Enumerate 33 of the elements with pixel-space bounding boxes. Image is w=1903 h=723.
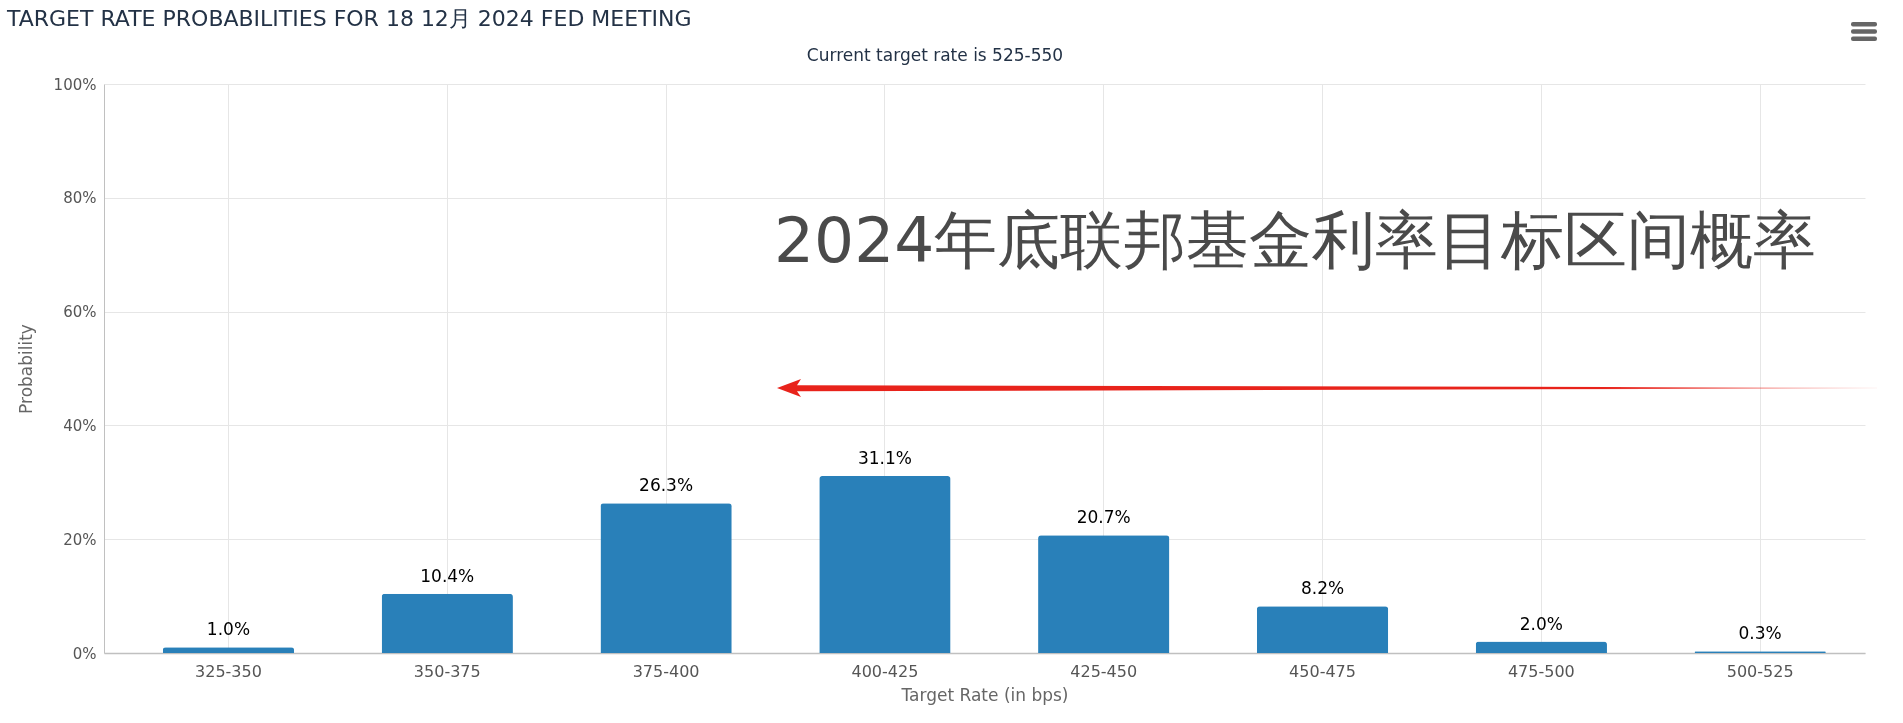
y-tick-label: 80% — [63, 189, 97, 208]
chart-title: TARGET RATE PROBABILITIES FOR 18 12月 2024 FED MEETING — [6, 6, 692, 31]
data-label: 1.0% — [206, 619, 251, 640]
chart-subtitle: Current target rate is 525-550 — [806, 45, 1064, 65]
bar — [381, 593, 513, 653]
y-tick-label: 0% — [72, 644, 97, 663]
x-tick-label: 400-425 — [851, 661, 919, 681]
x-tick-label: 450-475 — [1289, 661, 1356, 681]
bar — [1256, 606, 1389, 653]
y-tick-label: 20% — [63, 530, 97, 549]
data-label: 2.0% — [1519, 613, 1563, 634]
data-label: 31.1% — [857, 448, 912, 469]
x-tick-label: 475-500 — [1507, 661, 1575, 681]
data-label: 8.2% — [1300, 578, 1345, 599]
bar — [1038, 535, 1170, 653]
x-tick-label: 325-350 — [195, 661, 262, 681]
bar — [819, 476, 951, 653]
bar — [1475, 641, 1607, 653]
x-tick-label: 375-400 — [632, 661, 700, 681]
x-tick-label: 425-450 — [1070, 661, 1138, 681]
y-tick-label: 100% — [53, 75, 97, 94]
bar — [600, 503, 732, 653]
x-tick-label: 500-525 — [1726, 661, 1794, 681]
x-axis-title: Target Rate (in bps) — [900, 684, 1069, 705]
data-label: 10.4% — [420, 565, 475, 586]
data-label: 20.7% — [1076, 507, 1131, 528]
y-axis-title: Probability — [15, 324, 36, 414]
x-tick-label: 350-375 — [413, 661, 481, 681]
data-label: 26.3% — [639, 475, 694, 496]
data-label: 0.3% — [1738, 623, 1782, 644]
y-tick-label: 60% — [63, 303, 97, 322]
annotation: 2024年底联邦基金利率目标区间概率 — [774, 204, 1817, 277]
y-tick-label: 40% — [63, 416, 97, 435]
